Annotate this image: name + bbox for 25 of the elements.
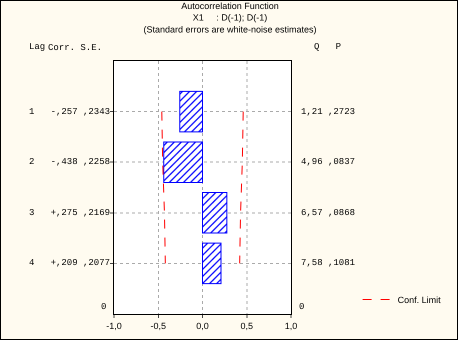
text: 1 -,257 ,2343 [29,107,110,117]
text: 4 +,209 ,2077 [29,258,110,268]
x-tick-label: -0,5 [150,320,166,331]
text: Lag [29,42,46,52]
x-tick-label: 0,5 [240,320,254,331]
x-tick-label: 1,0 [284,320,298,331]
text: 0 [299,302,304,312]
text: 1,21 ,2723 [301,107,356,117]
x-tick-label: 0,0 [196,320,209,331]
text: 6,57 ,0868 [301,208,356,218]
x-tick-label: -1,0 [106,320,122,331]
legend-label: Conf. Limit [398,295,442,306]
text: Q P [314,42,342,52]
bar [202,242,222,284]
text: 3 +,275 ,2169 [29,208,110,218]
text: Corr. S.E. [48,43,102,53]
text: 4,96 ,0837 [301,157,356,167]
text: 7,58 ,1081 [301,258,356,268]
bar [163,141,203,183]
text: 2 -,438 ,2258 [29,157,110,167]
chart-subtitle: X1 : D(-1); D(-1) (Standard errors are white-noise estimates) [143,12,317,34]
bar [202,192,228,234]
chart-title: Autocorrelation Function [181,1,279,11]
bar [179,90,203,132]
text: 0 [101,302,106,312]
